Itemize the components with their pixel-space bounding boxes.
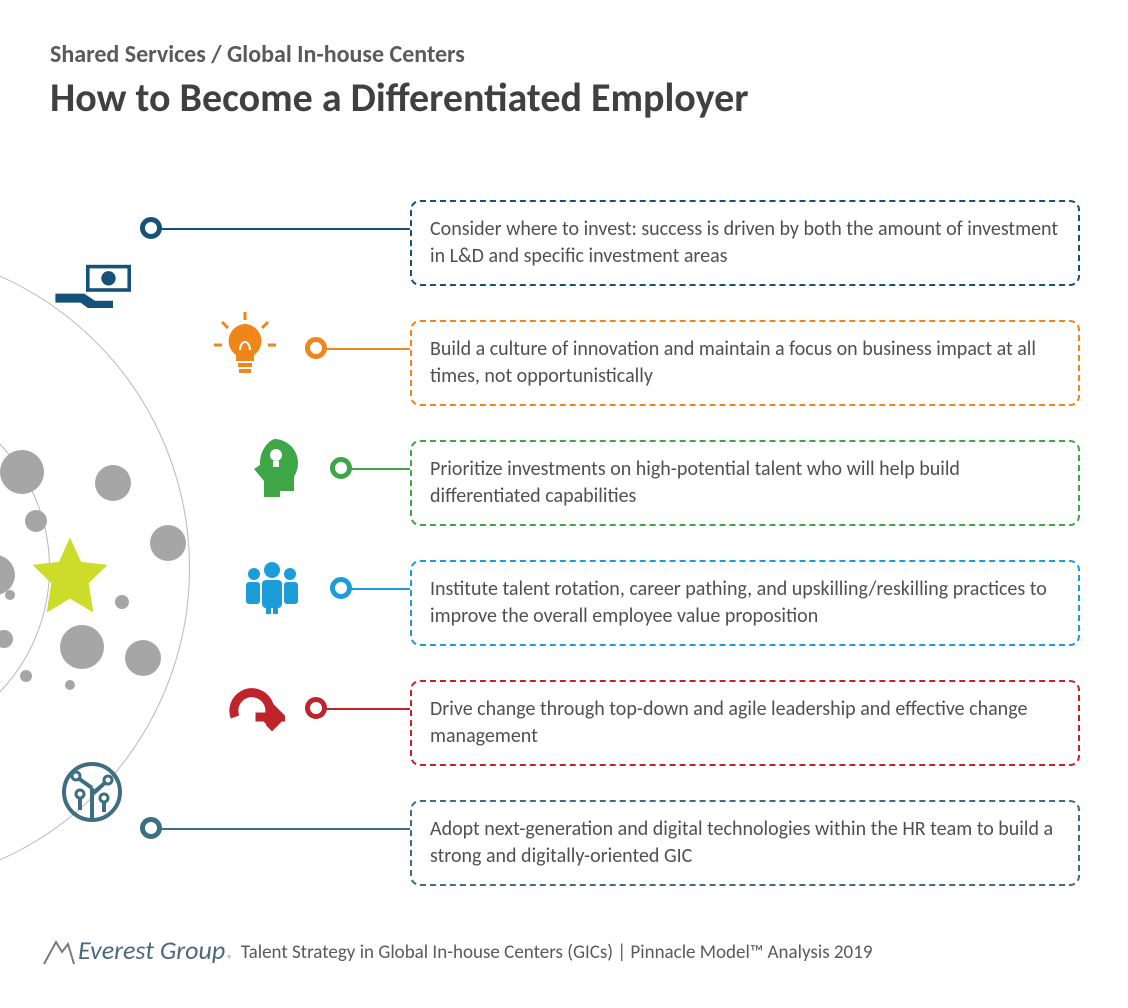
arc-node: [140, 217, 162, 239]
cluster-dot: [5, 590, 15, 600]
footer: Everest Group ® Talent Strategy in Globa…: [42, 934, 872, 966]
callout-box-1: Consider where to invest: success is dri…: [410, 200, 1080, 286]
star-cluster: [0, 440, 220, 700]
callout-text: Prioritize investments on high-potential…: [430, 457, 960, 508]
cluster-dot: [115, 595, 129, 609]
cluster-dot: [150, 525, 186, 561]
star-icon: [25, 530, 115, 620]
connector-line: [316, 348, 410, 350]
cluster-dot: [0, 630, 13, 648]
connector-line: [151, 828, 410, 830]
cluster-dot: [0, 555, 15, 595]
callout-text: Consider where to invest: success is dri…: [430, 217, 1058, 268]
connector-line: [151, 228, 410, 230]
page-subtitle: Shared Services / Global In-house Center…: [50, 40, 748, 69]
money-hand-icon: [50, 260, 140, 320]
infographic-diagram: Consider where to invest: success is dri…: [0, 160, 1128, 920]
callout-box-5: Drive change through top-down and agile …: [410, 680, 1080, 766]
callout-text: Build a culture of innovation and mainta…: [430, 337, 1036, 388]
arc-node: [140, 817, 162, 839]
header: Shared Services / Global In-house Center…: [50, 40, 748, 122]
arc-node: [305, 337, 327, 359]
mountain-icon: [42, 934, 76, 966]
everest-logo: Everest Group ®: [42, 934, 233, 966]
people-group-icon: [240, 560, 305, 615]
arc-node: [305, 697, 327, 719]
callout-text: Drive change through top-down and agile …: [430, 697, 1027, 748]
circuit-icon: [60, 760, 125, 825]
lightbulb-icon: [210, 310, 280, 380]
cluster-dot: [25, 510, 47, 532]
logo-text: Everest Group: [78, 934, 225, 966]
arc-node: [330, 577, 352, 599]
arc-node: [330, 457, 352, 479]
page-title: How to Become a Differentiated Employer: [50, 73, 748, 122]
cluster-dot: [60, 625, 104, 669]
agile-arrow-icon: [215, 675, 285, 735]
head-idea-icon: [240, 435, 305, 500]
cluster-dot: [95, 465, 131, 501]
callout-box-3: Prioritize investments on high-potential…: [410, 440, 1080, 526]
cluster-dot: [125, 640, 161, 676]
cluster-dot: [0, 450, 44, 494]
cluster-dot: [65, 680, 75, 690]
callout-box-2: Build a culture of innovation and mainta…: [410, 320, 1080, 406]
footer-text: Talent Strategy in Global In-house Cente…: [241, 941, 873, 966]
connector-line: [316, 708, 410, 710]
registered-mark: ®: [227, 953, 233, 966]
callout-text: Institute talent rotation, career pathin…: [430, 577, 1047, 628]
callout-text: Adopt next-generation and digital techno…: [430, 817, 1053, 868]
callout-box-6: Adopt next-generation and digital techno…: [410, 800, 1080, 886]
cluster-dot: [20, 670, 32, 682]
callout-box-4: Institute talent rotation, career pathin…: [410, 560, 1080, 646]
